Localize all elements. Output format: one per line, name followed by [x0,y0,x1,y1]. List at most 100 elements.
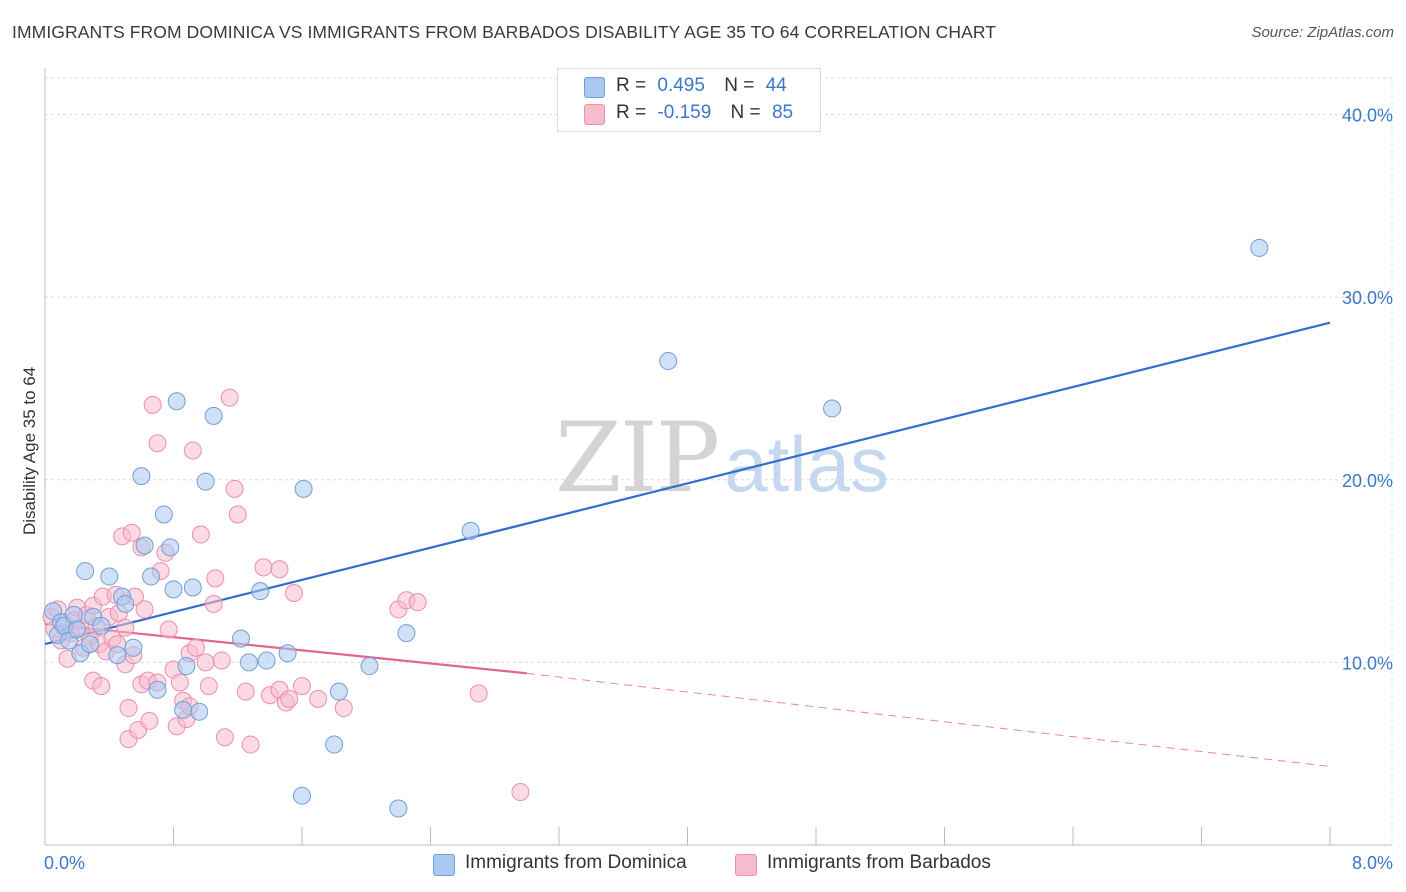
point-barbados [119,699,138,718]
point-barbados [309,689,328,708]
point-barbados [116,618,135,637]
point-barbados [236,682,255,701]
point-dominica [80,635,99,654]
point-barbados [212,651,231,670]
point-barbados [254,558,273,577]
axes [44,68,1392,846]
point-barbados [122,523,141,542]
legend-r-label: R = [616,102,647,123]
source-label: Source: ZipAtlas.com [1251,24,1394,41]
point-barbados [408,593,427,612]
point-dominica [76,562,95,581]
point-dominica [124,638,143,657]
point-barbados [183,441,202,460]
x-tick-label: 0.0% [44,853,85,873]
legend-swatch-dominica [584,77,605,98]
trend-line-barbados-extension [526,672,1331,767]
x-tick-label: 8.0% [1352,853,1393,873]
point-dominica [397,624,416,643]
point-dominica [154,505,173,524]
point-barbados [225,479,244,498]
point-dominica [148,680,167,699]
point-dominica [64,605,83,624]
point-barbados [206,569,225,588]
point-barbados [140,711,159,730]
point-barbados [135,600,154,619]
point-barbados [199,677,218,696]
point-dominica [294,479,313,498]
point-barbados [143,395,162,414]
point-dominica [325,735,344,754]
legend-n-label: N = [724,75,755,96]
point-dominica [360,657,379,676]
point-dominica [135,536,154,555]
point-barbados [469,684,488,703]
point-dominica [177,657,196,676]
point-dominica [161,538,180,557]
point-dominica [823,399,842,418]
y-tick-label: 20.0% [1342,471,1393,491]
point-barbados [148,434,167,453]
point-barbados [196,653,215,672]
y-tick-label: 30.0% [1342,288,1393,308]
point-dominica [167,392,186,411]
tick-labels: 10.0% 20.0% 30.0% 40.0% 0.0% 8.0% [44,106,1393,873]
legend-r-value: 0.495 [657,75,705,96]
point-barbados [284,583,303,602]
point-dominica [329,682,348,701]
watermark-atlas: atlas [724,420,889,508]
point-dominica [293,786,311,805]
legend-swatch-barbados [735,854,757,876]
point-barbados [270,560,289,579]
point-barbados [280,689,299,708]
series-legend: Immigrants from Dominica Immigrants from… [0,852,1406,878]
point-dominica [231,629,250,648]
gridlines [45,77,1393,845]
point-dominica [251,582,270,601]
legend-r-value: -0.159 [657,102,712,123]
point-dominica [100,567,119,586]
legend-n-value: 44 [765,75,787,96]
point-dominica [174,700,193,719]
legend-r-label: R = [616,75,647,96]
point-dominica [461,521,480,540]
correlation-legend: R = 0.495 N = 44 R = -0.159 N = 85 [557,68,821,132]
point-barbados [159,620,178,639]
data-points [42,238,1269,818]
point-barbados [215,728,234,747]
point-barbados [191,525,210,544]
chart-title: IMMIGRANTS FROM DOMINICA VS IMMIGRANTS F… [12,22,997,42]
point-dominica [183,578,202,597]
legend-label-barbados: Immigrants from Barbados [767,852,991,873]
point-dominica [92,616,111,635]
point-dominica [132,467,151,486]
point-dominica [164,580,183,599]
y-tick-label: 40.0% [1342,106,1393,126]
legend-label-dominica: Immigrants from Dominica [465,852,687,873]
point-barbados [228,505,247,524]
point-dominica [68,620,87,639]
point-dominica [190,702,209,721]
point-dominica [239,653,258,672]
point-dominica [142,567,161,586]
point-dominica [1250,238,1269,257]
point-barbados [293,677,311,696]
point-dominica [108,646,127,665]
point-barbados [170,673,189,692]
point-barbados [186,638,205,657]
trend-lines [44,321,1331,767]
point-dominica [196,472,215,491]
point-dominica [278,644,297,663]
point-barbados [511,783,530,802]
legend-swatch-barbados [584,104,605,125]
point-dominica [204,406,223,425]
point-dominica [257,651,276,670]
point-barbados [92,677,111,696]
point-barbados [204,594,223,613]
legend-n-label: N = [730,102,761,123]
legend-swatch-dominica [433,854,455,876]
y-tick-label: 10.0% [1342,653,1393,673]
point-barbados [220,388,239,407]
point-dominica [389,799,408,818]
